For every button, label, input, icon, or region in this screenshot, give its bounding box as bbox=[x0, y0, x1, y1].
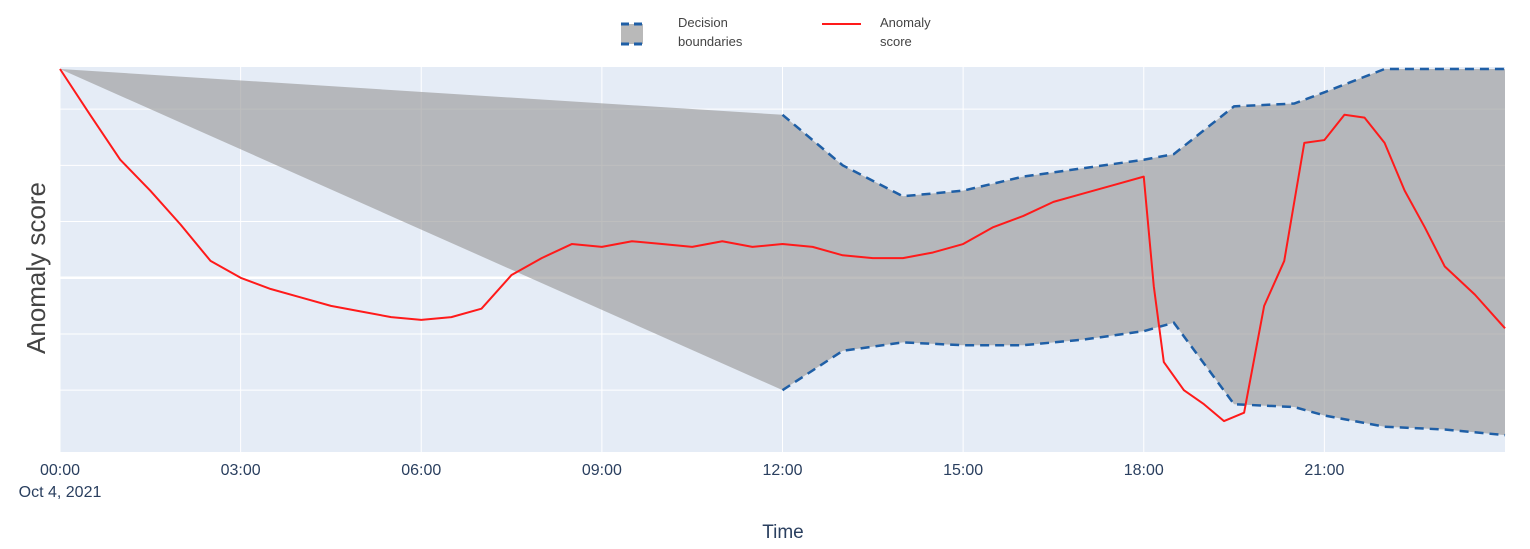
x-tick-label-1: 03:00 bbox=[221, 462, 261, 479]
x-tick-label-6: 18:00 bbox=[1124, 462, 1164, 479]
x-tick-label-7: 21:00 bbox=[1304, 462, 1344, 479]
legend-label-anomaly-line1: Anomaly bbox=[880, 15, 931, 30]
legend: Decision boundaries Anomaly score bbox=[621, 15, 931, 49]
legend-item-decision-boundaries[interactable]: Decision boundaries bbox=[621, 15, 743, 49]
x-tick-label-0: 00:00 bbox=[40, 462, 80, 479]
x-tick-label-5: 15:00 bbox=[943, 462, 983, 479]
x-start-date-label: Oct 4, 2021 bbox=[19, 484, 102, 501]
legend-item-anomaly-score[interactable]: Anomaly score bbox=[822, 15, 931, 49]
legend-label-decision-line2: boundaries bbox=[678, 34, 743, 49]
y-axis-title: Anomaly score bbox=[21, 182, 51, 354]
legend-label-decision-line1: Decision bbox=[678, 15, 728, 30]
x-tick-label-2: 06:00 bbox=[401, 462, 441, 479]
x-tick-label-3: 09:00 bbox=[582, 462, 622, 479]
legend-swatch-fill bbox=[621, 24, 643, 44]
x-tick-label-4: 12:00 bbox=[762, 462, 802, 479]
x-axis-title: Time bbox=[762, 522, 804, 543]
legend-label-anomaly-line2: score bbox=[880, 34, 912, 49]
axis-layer: 00:00 03:00 06:00 09:00 12:00 15:00 18:00 21:00… bbox=[19, 462, 1345, 501]
